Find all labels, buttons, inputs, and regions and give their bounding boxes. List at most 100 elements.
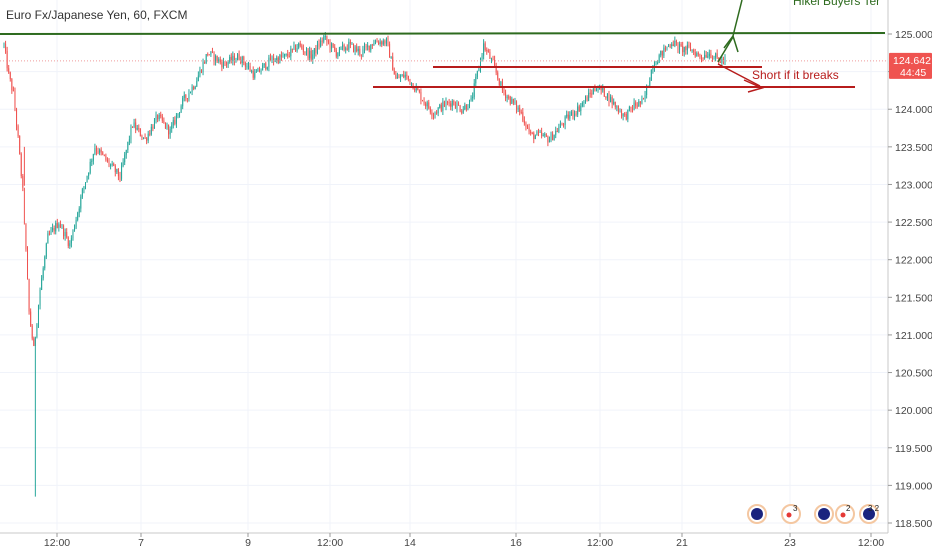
candle-body bbox=[501, 81, 503, 91]
candle-body bbox=[610, 97, 612, 103]
candle-body bbox=[268, 57, 270, 68]
candle-body bbox=[9, 72, 11, 79]
candle-body bbox=[16, 109, 18, 127]
candle-body bbox=[20, 153, 22, 177]
candle-body bbox=[163, 120, 165, 123]
candle-body bbox=[429, 108, 431, 113]
candle-body bbox=[699, 54, 701, 58]
candle-body bbox=[117, 168, 119, 177]
candle-body bbox=[716, 53, 718, 58]
candle-body bbox=[505, 92, 507, 99]
candle-body bbox=[335, 50, 337, 57]
candle-body bbox=[594, 88, 596, 91]
candle-body bbox=[434, 112, 436, 116]
candle-body bbox=[106, 160, 108, 162]
candle-body bbox=[495, 65, 497, 73]
candle-body bbox=[287, 53, 289, 56]
candle-body bbox=[658, 55, 660, 63]
candle-body bbox=[473, 83, 475, 97]
candle-body bbox=[683, 47, 685, 53]
candle-body bbox=[682, 46, 684, 53]
candle-body bbox=[67, 237, 69, 246]
candle-body bbox=[534, 135, 536, 140]
candle-body bbox=[193, 86, 195, 90]
candle-body bbox=[207, 54, 209, 56]
candle-body bbox=[575, 113, 577, 115]
candle-body bbox=[48, 233, 50, 235]
candle-body bbox=[389, 43, 391, 58]
candle-body bbox=[135, 122, 137, 130]
candle-body bbox=[30, 311, 32, 326]
candle-body bbox=[384, 40, 386, 44]
candle-body bbox=[418, 90, 420, 93]
candle-body bbox=[64, 232, 66, 237]
candle-body bbox=[114, 165, 116, 173]
candle-body bbox=[650, 69, 652, 81]
candle-body bbox=[404, 74, 406, 78]
y-tick-label: 119.000 bbox=[895, 480, 932, 492]
candle-body bbox=[213, 52, 215, 62]
candle-body bbox=[169, 129, 171, 135]
candle-body bbox=[517, 107, 519, 110]
candle-body bbox=[257, 68, 259, 72]
candle-body bbox=[205, 54, 207, 63]
y-tick-label: 121.000 bbox=[895, 330, 932, 342]
candle-body bbox=[467, 108, 469, 110]
candle-body bbox=[218, 59, 220, 62]
y-axis-bg bbox=[888, 0, 932, 550]
candle-body bbox=[453, 100, 455, 105]
candle-body bbox=[313, 48, 315, 55]
candle-body bbox=[6, 50, 8, 69]
candle-body bbox=[448, 102, 450, 104]
candle-body bbox=[296, 48, 298, 52]
candle-body bbox=[235, 59, 237, 63]
candle-body bbox=[80, 196, 82, 209]
candle-body bbox=[627, 109, 629, 120]
candle-body bbox=[324, 36, 326, 38]
candle-body bbox=[27, 249, 29, 280]
candle-body bbox=[200, 69, 202, 73]
candle-body bbox=[548, 140, 550, 143]
candle-body bbox=[511, 98, 513, 104]
candle-body bbox=[641, 98, 643, 104]
candle-body bbox=[306, 49, 308, 53]
candle-body bbox=[417, 87, 419, 91]
candle-body bbox=[512, 98, 514, 103]
candle-body bbox=[241, 56, 243, 63]
candle-body bbox=[321, 40, 323, 42]
candle-body bbox=[269, 57, 271, 62]
candle-body bbox=[349, 41, 351, 44]
candle-body bbox=[108, 160, 110, 166]
candle-body bbox=[436, 112, 438, 114]
buyers-annotation: Hikel Buyers Ter bbox=[793, 0, 880, 8]
candle-body bbox=[722, 58, 724, 62]
candle-body bbox=[428, 102, 430, 109]
candle-body bbox=[708, 53, 710, 57]
candle-body bbox=[274, 60, 276, 62]
candle-body bbox=[481, 55, 483, 59]
candle-body bbox=[103, 154, 105, 156]
candle-body bbox=[469, 99, 471, 109]
candle-body bbox=[619, 111, 621, 113]
candle-body bbox=[470, 98, 472, 100]
candle-body bbox=[567, 114, 569, 119]
candle-body bbox=[365, 46, 367, 48]
candle-body bbox=[348, 41, 350, 50]
candle-body bbox=[34, 337, 36, 346]
candle-body bbox=[600, 86, 602, 91]
candle-body bbox=[555, 130, 557, 135]
candle-body bbox=[295, 45, 297, 52]
candle-body bbox=[553, 134, 555, 141]
candle-body bbox=[442, 101, 444, 111]
candle-body bbox=[266, 67, 268, 70]
candle-body bbox=[124, 154, 126, 163]
candle-body bbox=[431, 112, 433, 116]
candle-body bbox=[483, 43, 485, 56]
candle-body bbox=[545, 134, 547, 137]
candle-body bbox=[55, 223, 57, 232]
candle-body bbox=[226, 63, 228, 65]
candle-body bbox=[142, 137, 144, 139]
candle-body bbox=[479, 58, 481, 69]
